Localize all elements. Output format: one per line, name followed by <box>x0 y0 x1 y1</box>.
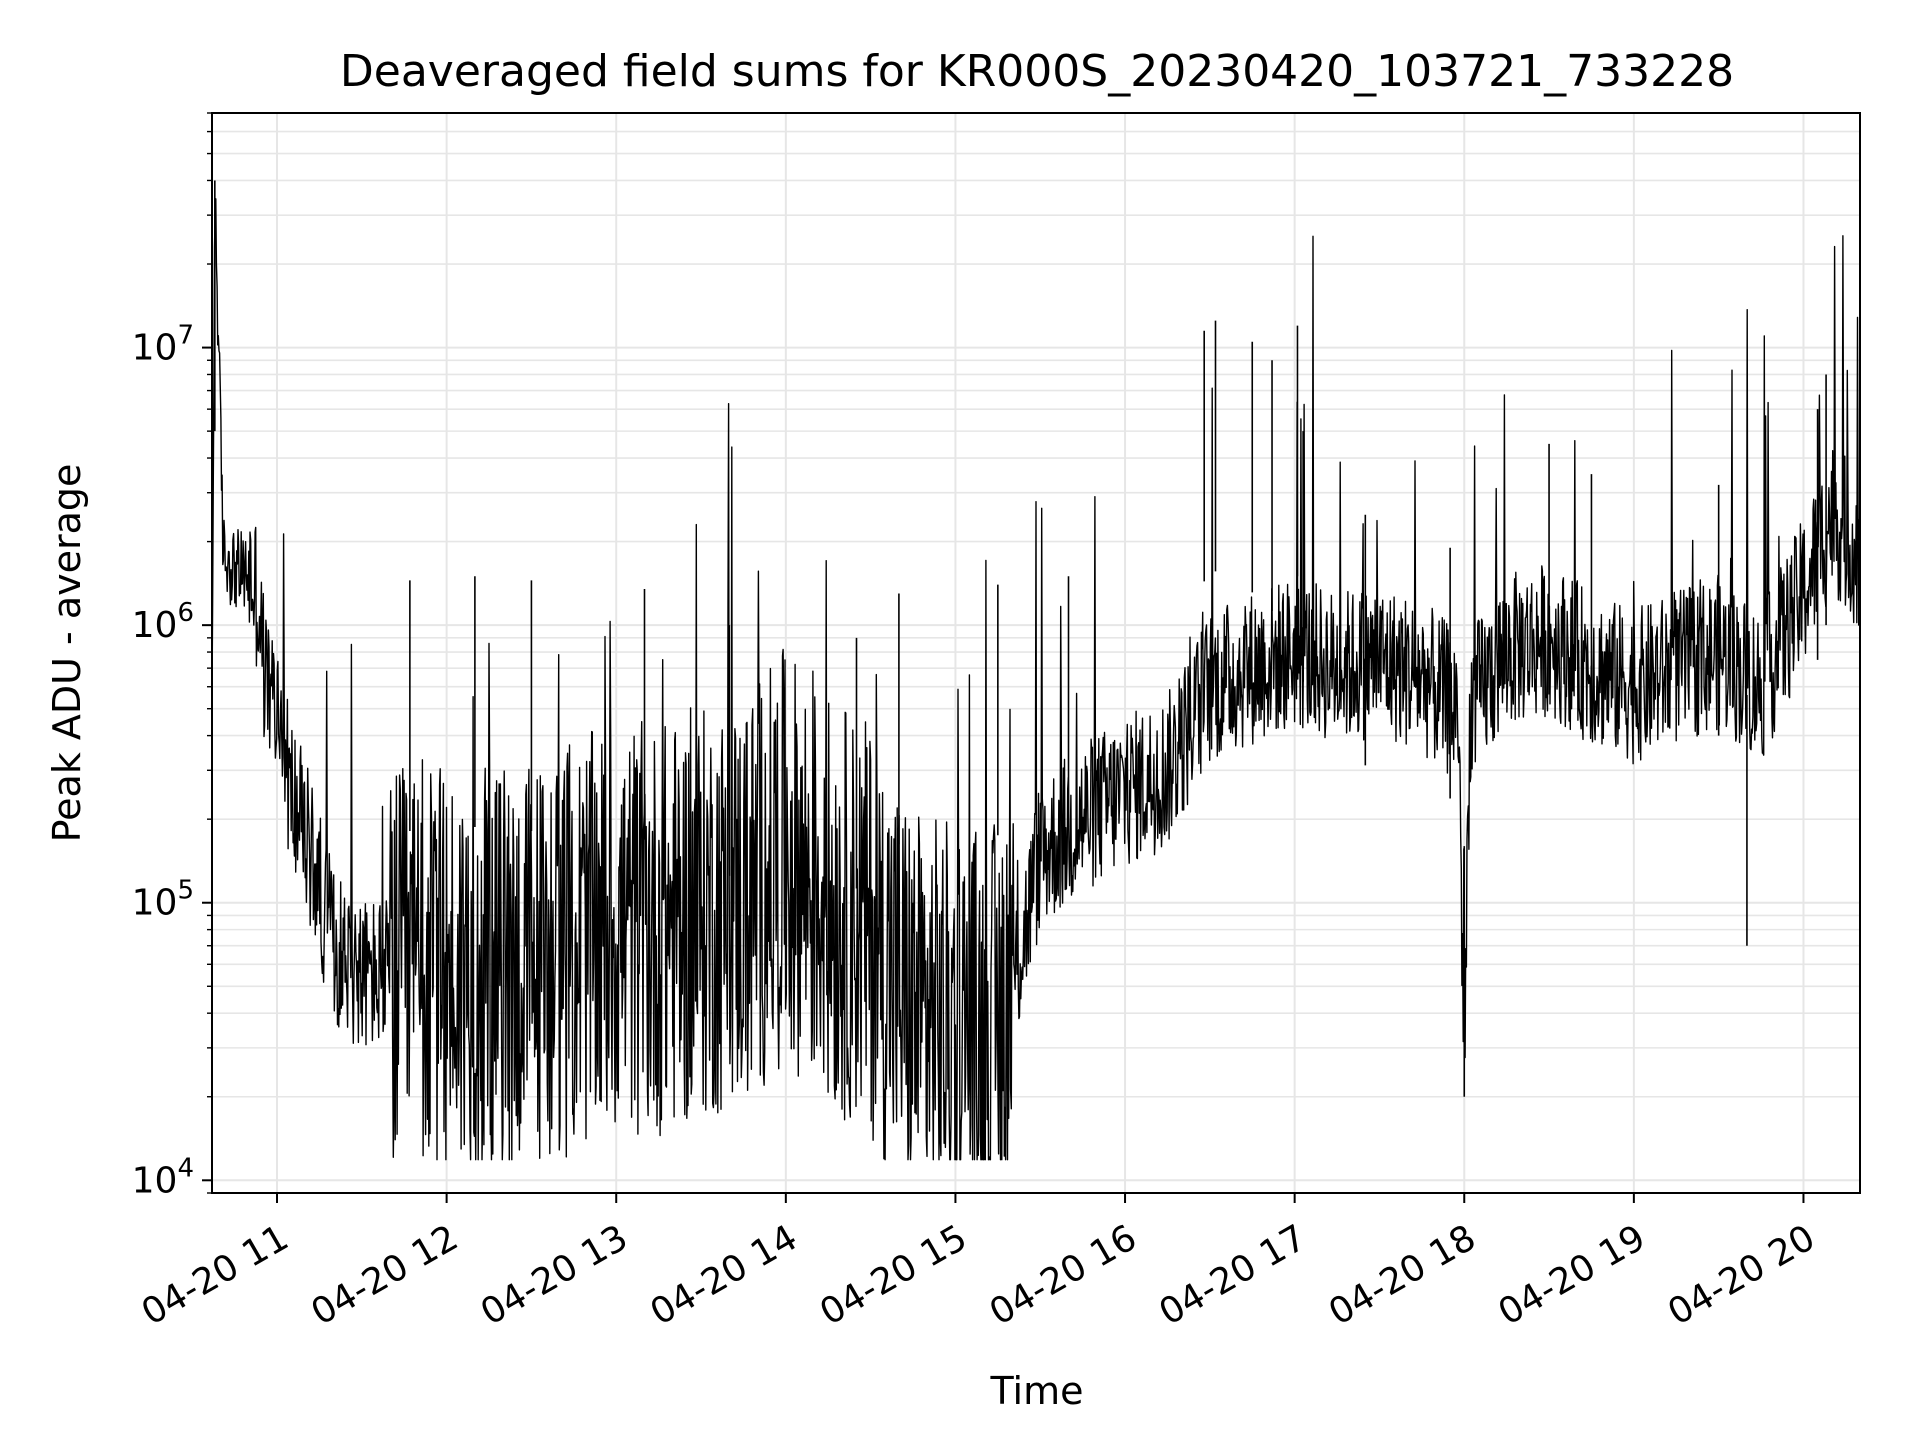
y-tick-label-exponent: 5 <box>177 876 194 906</box>
series-line-0 <box>211 198 1861 1161</box>
x-axis-title: Time <box>990 1369 1084 1413</box>
y-axis-title: Peak ADU - average <box>45 464 89 843</box>
y-tick-label-base: 10 <box>132 883 178 924</box>
y-tick-label-exponent: 6 <box>177 598 194 628</box>
y-tick-label-base: 10 <box>132 605 178 646</box>
y-tick-label-base: 10 <box>132 1160 178 1201</box>
y-tick-label: 106 <box>132 598 194 646</box>
y-tick-label: 104 <box>132 1153 194 1201</box>
y-tick-label-exponent: 4 <box>177 1153 194 1183</box>
plot-frame <box>211 112 1861 1194</box>
spikes <box>214 180 1827 1097</box>
chart-title: Deaveraged field sums for KR000S_2023042… <box>340 46 1734 97</box>
y-tick-label-base: 10 <box>132 328 178 369</box>
y-tick-label: 107 <box>132 321 194 369</box>
y-tick-label: 105 <box>132 876 194 924</box>
y-tick-label-exponent: 7 <box>177 321 194 351</box>
